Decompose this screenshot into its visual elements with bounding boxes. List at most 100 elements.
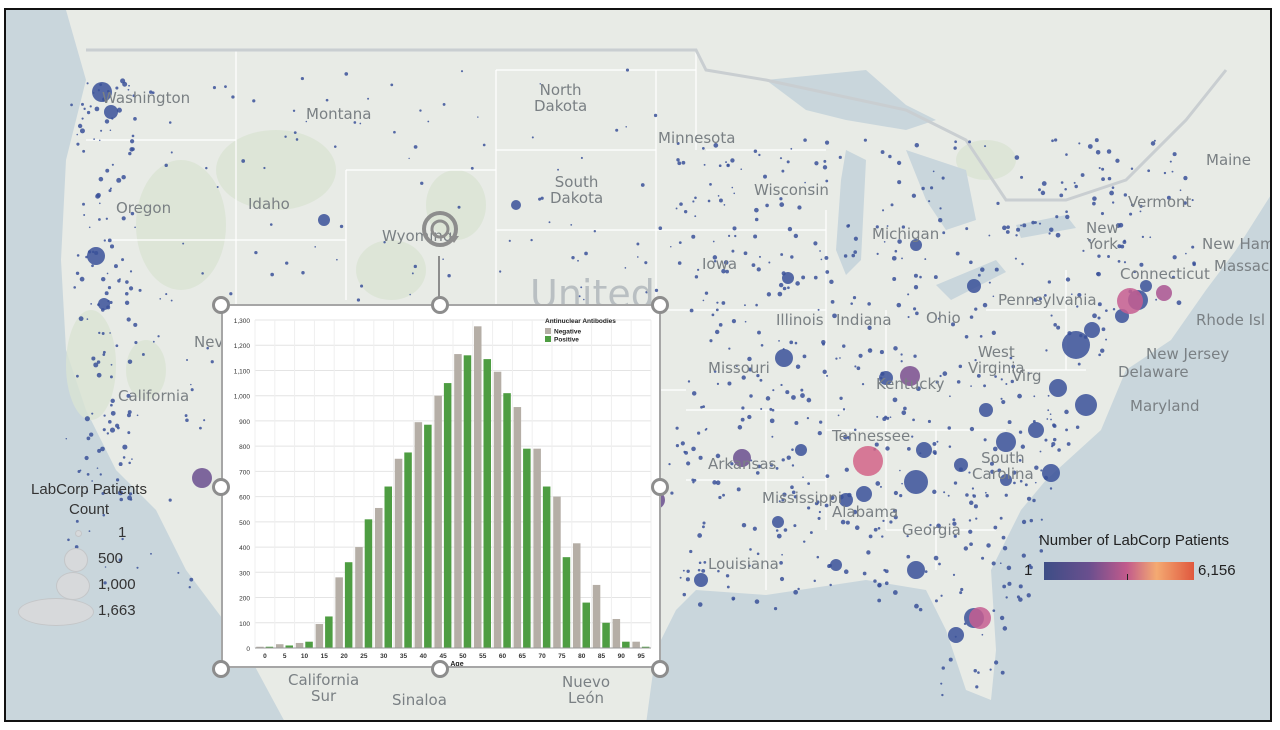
patient-dot — [948, 445, 952, 448]
bar-negative — [592, 584, 601, 648]
patient-dot — [89, 432, 94, 437]
patient-dot — [969, 260, 973, 265]
patient-dot — [442, 258, 444, 260]
patient-dot — [1109, 190, 1114, 196]
size-bubble-icon — [75, 530, 82, 537]
patient-dot — [907, 293, 910, 296]
patient-dot — [769, 407, 773, 411]
patient-dot — [989, 668, 992, 671]
patient-dot — [115, 423, 120, 428]
resize-handle-left[interactable] — [212, 478, 230, 496]
patient-dot — [773, 606, 778, 611]
patient-dot — [790, 147, 793, 150]
patient-dot — [336, 258, 338, 261]
patient-dot — [570, 223, 573, 226]
patient-dot — [718, 198, 723, 203]
patient-dot — [499, 270, 502, 273]
patient-dot — [825, 179, 829, 183]
patient-dot — [1002, 626, 1008, 631]
patient-dot — [906, 534, 909, 538]
patient-dot — [897, 239, 902, 244]
resize-handle-right[interactable] — [651, 478, 669, 496]
patient-dot — [814, 501, 819, 506]
patient-dot — [1018, 459, 1022, 462]
patient-dot — [103, 414, 106, 417]
patient-dot — [101, 491, 105, 496]
patient-dot — [694, 573, 708, 587]
patient-dot — [129, 147, 134, 152]
patient-dot — [743, 251, 748, 256]
resize-handle-bottom-right[interactable] — [651, 660, 669, 678]
patient-dot — [104, 566, 107, 568]
bar-positive — [542, 486, 551, 648]
bar-positive — [305, 641, 313, 648]
patient-dot — [858, 353, 863, 358]
patient-dot — [939, 207, 942, 210]
patient-dot — [1020, 444, 1026, 449]
resize-handle-top[interactable] — [431, 296, 449, 314]
resize-handle-bottom-left[interactable] — [212, 660, 230, 678]
patient-dot — [1056, 325, 1061, 330]
embedded-chart[interactable]: 0 100 200 300 400 500 600 700 800 900 1,000 1,100 1,… — [221, 304, 661, 668]
resize-handle-top-right[interactable] — [651, 296, 669, 314]
patient-dot — [420, 181, 424, 185]
patient-dot — [948, 627, 964, 643]
patient-dot — [122, 444, 128, 450]
patient-dot — [999, 615, 1005, 621]
patient-dot — [806, 416, 810, 420]
patient-dot — [715, 480, 721, 486]
patient-dot — [733, 192, 736, 195]
patient-dot — [713, 370, 717, 373]
forest-area — [216, 130, 336, 210]
resize-handle-top-left[interactable] — [212, 296, 230, 314]
patient-dot — [104, 119, 110, 124]
patient-dot — [98, 331, 101, 335]
patient-dot — [956, 380, 961, 384]
patient-dot — [983, 438, 987, 442]
patient-dot — [212, 86, 216, 90]
patient-dot — [990, 469, 995, 474]
patient-dot — [756, 373, 760, 378]
patient-dot — [840, 519, 846, 525]
patient-dot — [1065, 277, 1071, 282]
patient-dot — [75, 271, 80, 276]
patient-dot — [835, 357, 838, 360]
color-legend-gradient — [1044, 562, 1194, 580]
patient-dot — [768, 261, 771, 264]
patient-dot — [1115, 158, 1120, 163]
patient-dot — [1191, 245, 1195, 249]
patient-dot — [793, 589, 799, 595]
patient-dot — [1020, 224, 1022, 227]
patient-dot — [1115, 223, 1121, 228]
bar-positive — [602, 622, 610, 648]
patient-dot — [952, 521, 957, 526]
patient-dot — [1077, 292, 1082, 298]
patient-dot — [947, 494, 950, 497]
patient-dot — [1042, 464, 1060, 482]
patient-dot — [703, 560, 707, 564]
patient-dot — [883, 568, 887, 572]
patient-dot — [190, 383, 192, 386]
resize-handle-bottom[interactable] — [431, 660, 449, 678]
patient-dot — [974, 307, 978, 311]
patient-dot — [975, 685, 979, 689]
patient-dot — [1052, 423, 1056, 427]
patient-dot — [84, 455, 89, 461]
patient-dot — [881, 535, 884, 538]
bar-negative — [493, 371, 502, 648]
patient-dot — [988, 234, 991, 237]
patient-dot — [900, 360, 903, 363]
patient-dot — [113, 264, 118, 269]
rotate-handle-icon[interactable] — [419, 208, 461, 250]
patient-dot — [109, 332, 111, 334]
patient-dot — [896, 160, 902, 166]
patient-dot — [819, 250, 821, 252]
patient-dot — [821, 340, 826, 345]
patient-dot — [759, 378, 763, 382]
patient-dot — [953, 534, 957, 538]
patient-dot — [853, 428, 857, 432]
patient-dot — [717, 194, 720, 197]
patient-dot — [682, 569, 685, 572]
patient-dot — [1062, 331, 1090, 359]
patient-dot — [937, 317, 940, 320]
